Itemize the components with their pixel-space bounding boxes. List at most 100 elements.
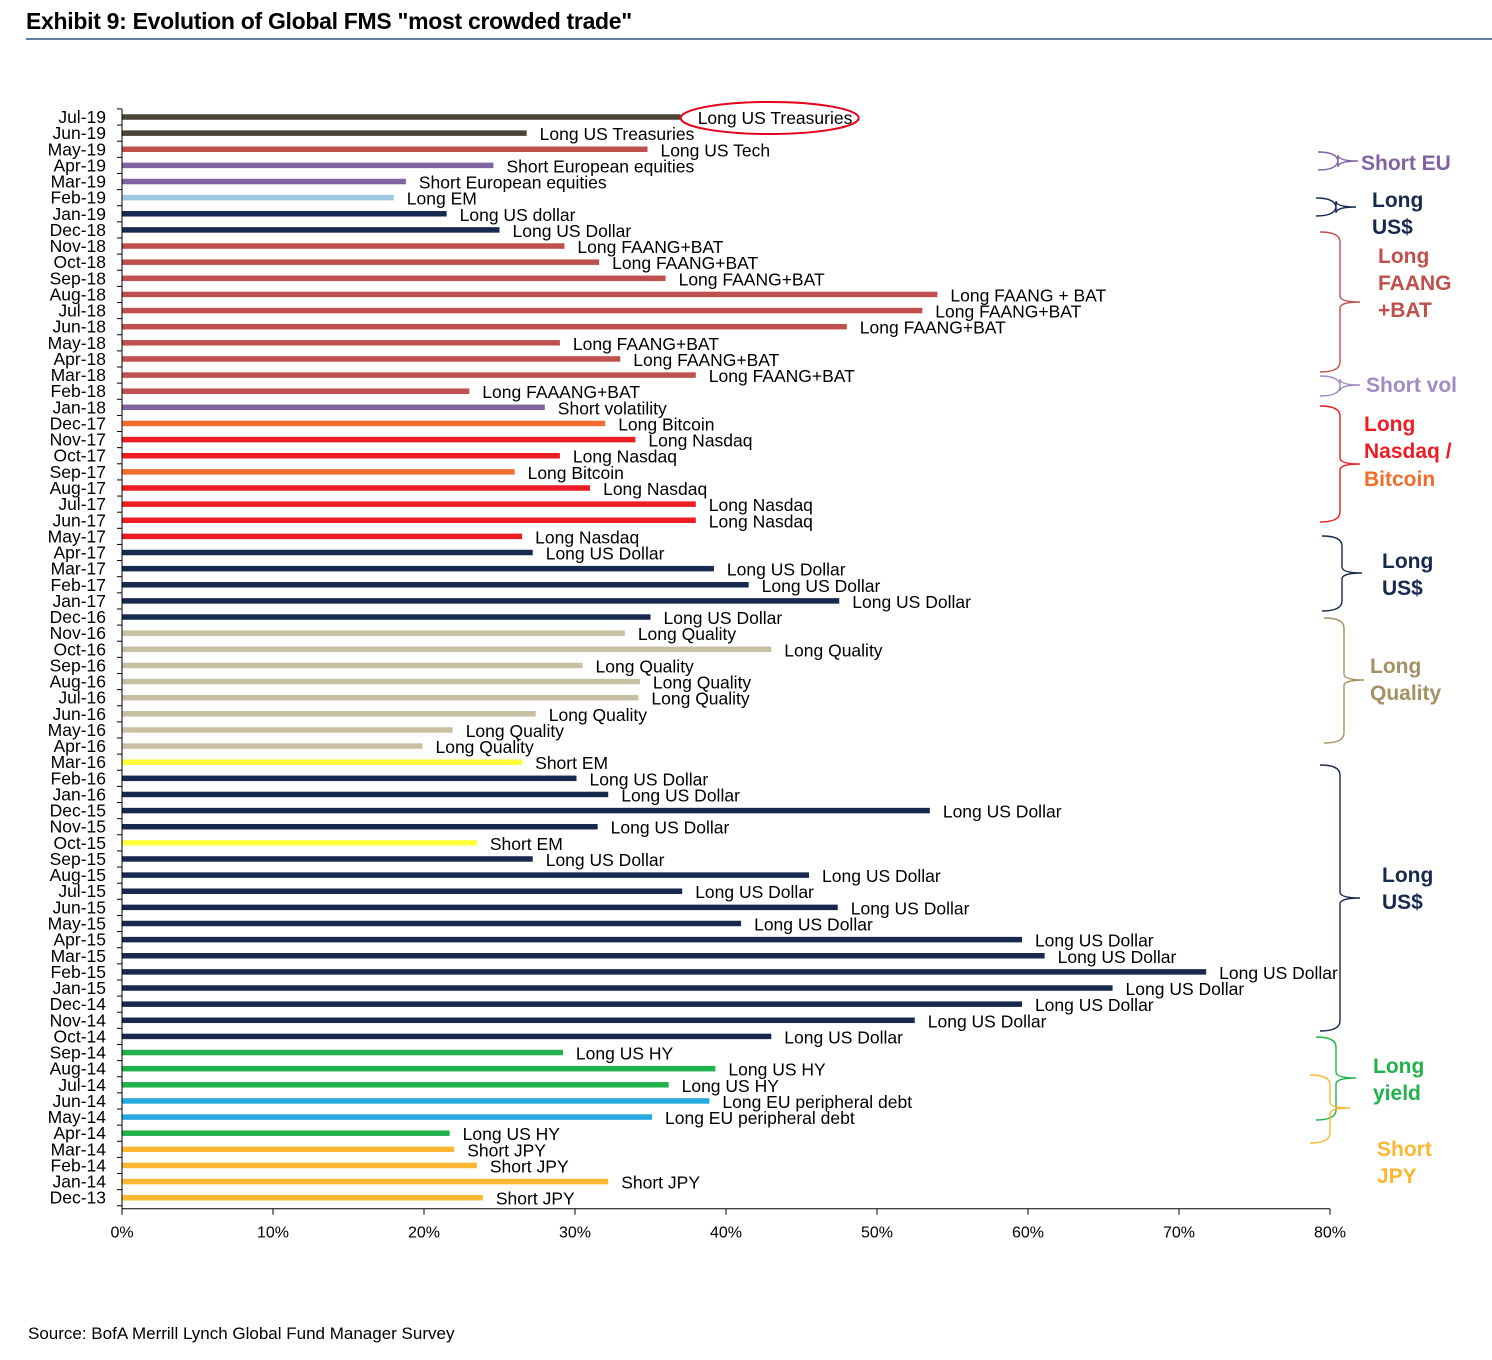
bar — [122, 565, 714, 572]
bar — [122, 517, 696, 523]
x-tick-label: 0% — [110, 1225, 133, 1242]
bar — [122, 678, 640, 685]
bar — [122, 501, 696, 507]
month-label: Jul-18 — [58, 301, 106, 321]
group-label-short-jpy-line: Short — [1377, 1138, 1432, 1161]
month-label: Jul-19 — [58, 107, 106, 127]
month-label: Mar-14 — [51, 1139, 107, 1159]
bar-label: Long Quality — [651, 689, 750, 709]
group-label-long-usd-1-line: US$ — [1372, 216, 1413, 239]
month-label: Mar-19 — [51, 172, 106, 192]
bar — [122, 872, 810, 878]
bracket-long-usd-1 — [1315, 197, 1357, 217]
x-tick-label: 20% — [408, 1225, 440, 1242]
bar — [122, 614, 651, 620]
x-tick-label: 40% — [710, 1225, 742, 1242]
group-label-long-yield: Long yield — [1373, 1055, 1424, 1105]
bar — [122, 969, 1207, 975]
month-label: Dec-15 — [50, 801, 106, 821]
month-label: Apr-15 — [53, 930, 106, 950]
bar — [122, 1049, 563, 1056]
bar — [122, 582, 749, 588]
month-label: Oct-17 — [53, 446, 106, 466]
group-label-long-usd-1: Long US$ — [1372, 189, 1423, 239]
bar-label: Long US Dollar — [546, 850, 665, 870]
bar-label: Long US Dollar — [1126, 979, 1245, 999]
month-label: Mar-16 — [51, 752, 106, 772]
bracket-short-vol — [1319, 375, 1361, 397]
bar-label: Long FAANG+BAT — [860, 318, 1006, 338]
bar-label: Long US Dollar — [695, 882, 814, 902]
bar — [122, 985, 1113, 991]
bar — [122, 485, 591, 491]
bar — [122, 146, 648, 153]
bar-label: Short EM — [490, 834, 563, 854]
month-label: Jun-19 — [52, 123, 106, 143]
bar-label: Long US Dollar — [664, 608, 783, 628]
bar-label: Long US Dollar — [822, 866, 941, 886]
bar-label: Long US Dollar — [621, 785, 740, 805]
bar — [122, 823, 598, 830]
bracket-short-jpy — [1309, 1074, 1351, 1144]
bar-label: Long US Dollar — [852, 592, 971, 612]
bar — [122, 307, 923, 314]
bar-label: Long US Dollar — [851, 898, 970, 918]
group-label-long-nasdaq-line: Nasdaq / — [1364, 440, 1452, 463]
bars — [122, 114, 1207, 1201]
month-label: May-17 — [48, 526, 106, 546]
month-label: Jan-15 — [52, 978, 106, 998]
bracket-long-nasdaq — [1319, 405, 1361, 523]
bar — [122, 356, 621, 362]
month-label: Mar-17 — [51, 559, 106, 579]
month-label: Jun-17 — [52, 510, 106, 530]
group-label-long-faang-line: +BAT — [1378, 299, 1432, 322]
month-label: Dec-17 — [50, 413, 106, 433]
month-label: Jul-16 — [58, 688, 106, 708]
bar-label: Long FAANG+BAT — [679, 269, 825, 289]
bracket-long-usd-3 — [1319, 764, 1361, 1032]
group-label-long-usd-2-line: US$ — [1382, 577, 1423, 600]
group-label-short-jpy: Short JPY — [1377, 1138, 1432, 1188]
month-label: Sep-17 — [50, 462, 106, 482]
month-label: Aug-14 — [50, 1059, 107, 1079]
chart-title: Exhibit 9: Evolution of Global FMS "most… — [26, 8, 632, 34]
bar — [122, 1162, 477, 1169]
bar-label: Short European equities — [506, 156, 694, 176]
bar — [122, 1114, 653, 1120]
bar-label: Long US HY — [682, 1076, 780, 1096]
month-label: Jun-15 — [52, 897, 106, 917]
month-label: Feb-15 — [51, 962, 106, 982]
group-label-long-yield-line: Long — [1373, 1055, 1424, 1078]
month-label: Dec-18 — [50, 220, 106, 240]
bar-label: Long FAANG+BAT — [709, 366, 855, 386]
group-label-long-usd-1-line: Long — [1372, 189, 1423, 212]
bar-label: Short JPY — [490, 1156, 569, 1176]
month-label: Nov-18 — [50, 236, 106, 256]
bar — [122, 1082, 669, 1088]
bar — [122, 807, 930, 814]
bar — [122, 711, 536, 717]
month-label: Sep-18 — [50, 268, 106, 288]
group-label-long-yield-line: yield — [1373, 1082, 1421, 1105]
bar — [122, 1146, 455, 1153]
bar-label: Long Nasdaq — [709, 511, 813, 531]
month-label: Nov-14 — [50, 1010, 107, 1030]
bar-label: Long US Treasuries — [540, 124, 695, 144]
bar — [122, 420, 606, 427]
bar-label: Long Nasdaq — [648, 431, 752, 451]
bar-label: Long Nasdaq — [709, 495, 813, 515]
x-tick-label: 80% — [1314, 1225, 1346, 1242]
group-annotations: Short EU Long US$ Long FAANG +BAT Short vol Lon… — [1309, 151, 1457, 1188]
month-label: Oct-15 — [53, 833, 106, 853]
bar — [122, 533, 523, 540]
bar — [122, 953, 1045, 959]
bar-label: Long Bitcoin — [618, 414, 714, 434]
month-label: Mar-18 — [51, 365, 106, 385]
x-axis-ticks: 0% 10% 20% 30% 40% 50% 60% 70% 80% — [110, 1208, 1346, 1242]
x-tick-label: 70% — [1163, 1225, 1195, 1242]
month-label: May-14 — [48, 1107, 107, 1127]
month-label: Nov-17 — [50, 430, 106, 450]
month-label: Apr-18 — [53, 349, 106, 369]
month-label: Dec-16 — [50, 607, 106, 627]
bar-label: Long FAANG+BAT — [935, 302, 1081, 322]
